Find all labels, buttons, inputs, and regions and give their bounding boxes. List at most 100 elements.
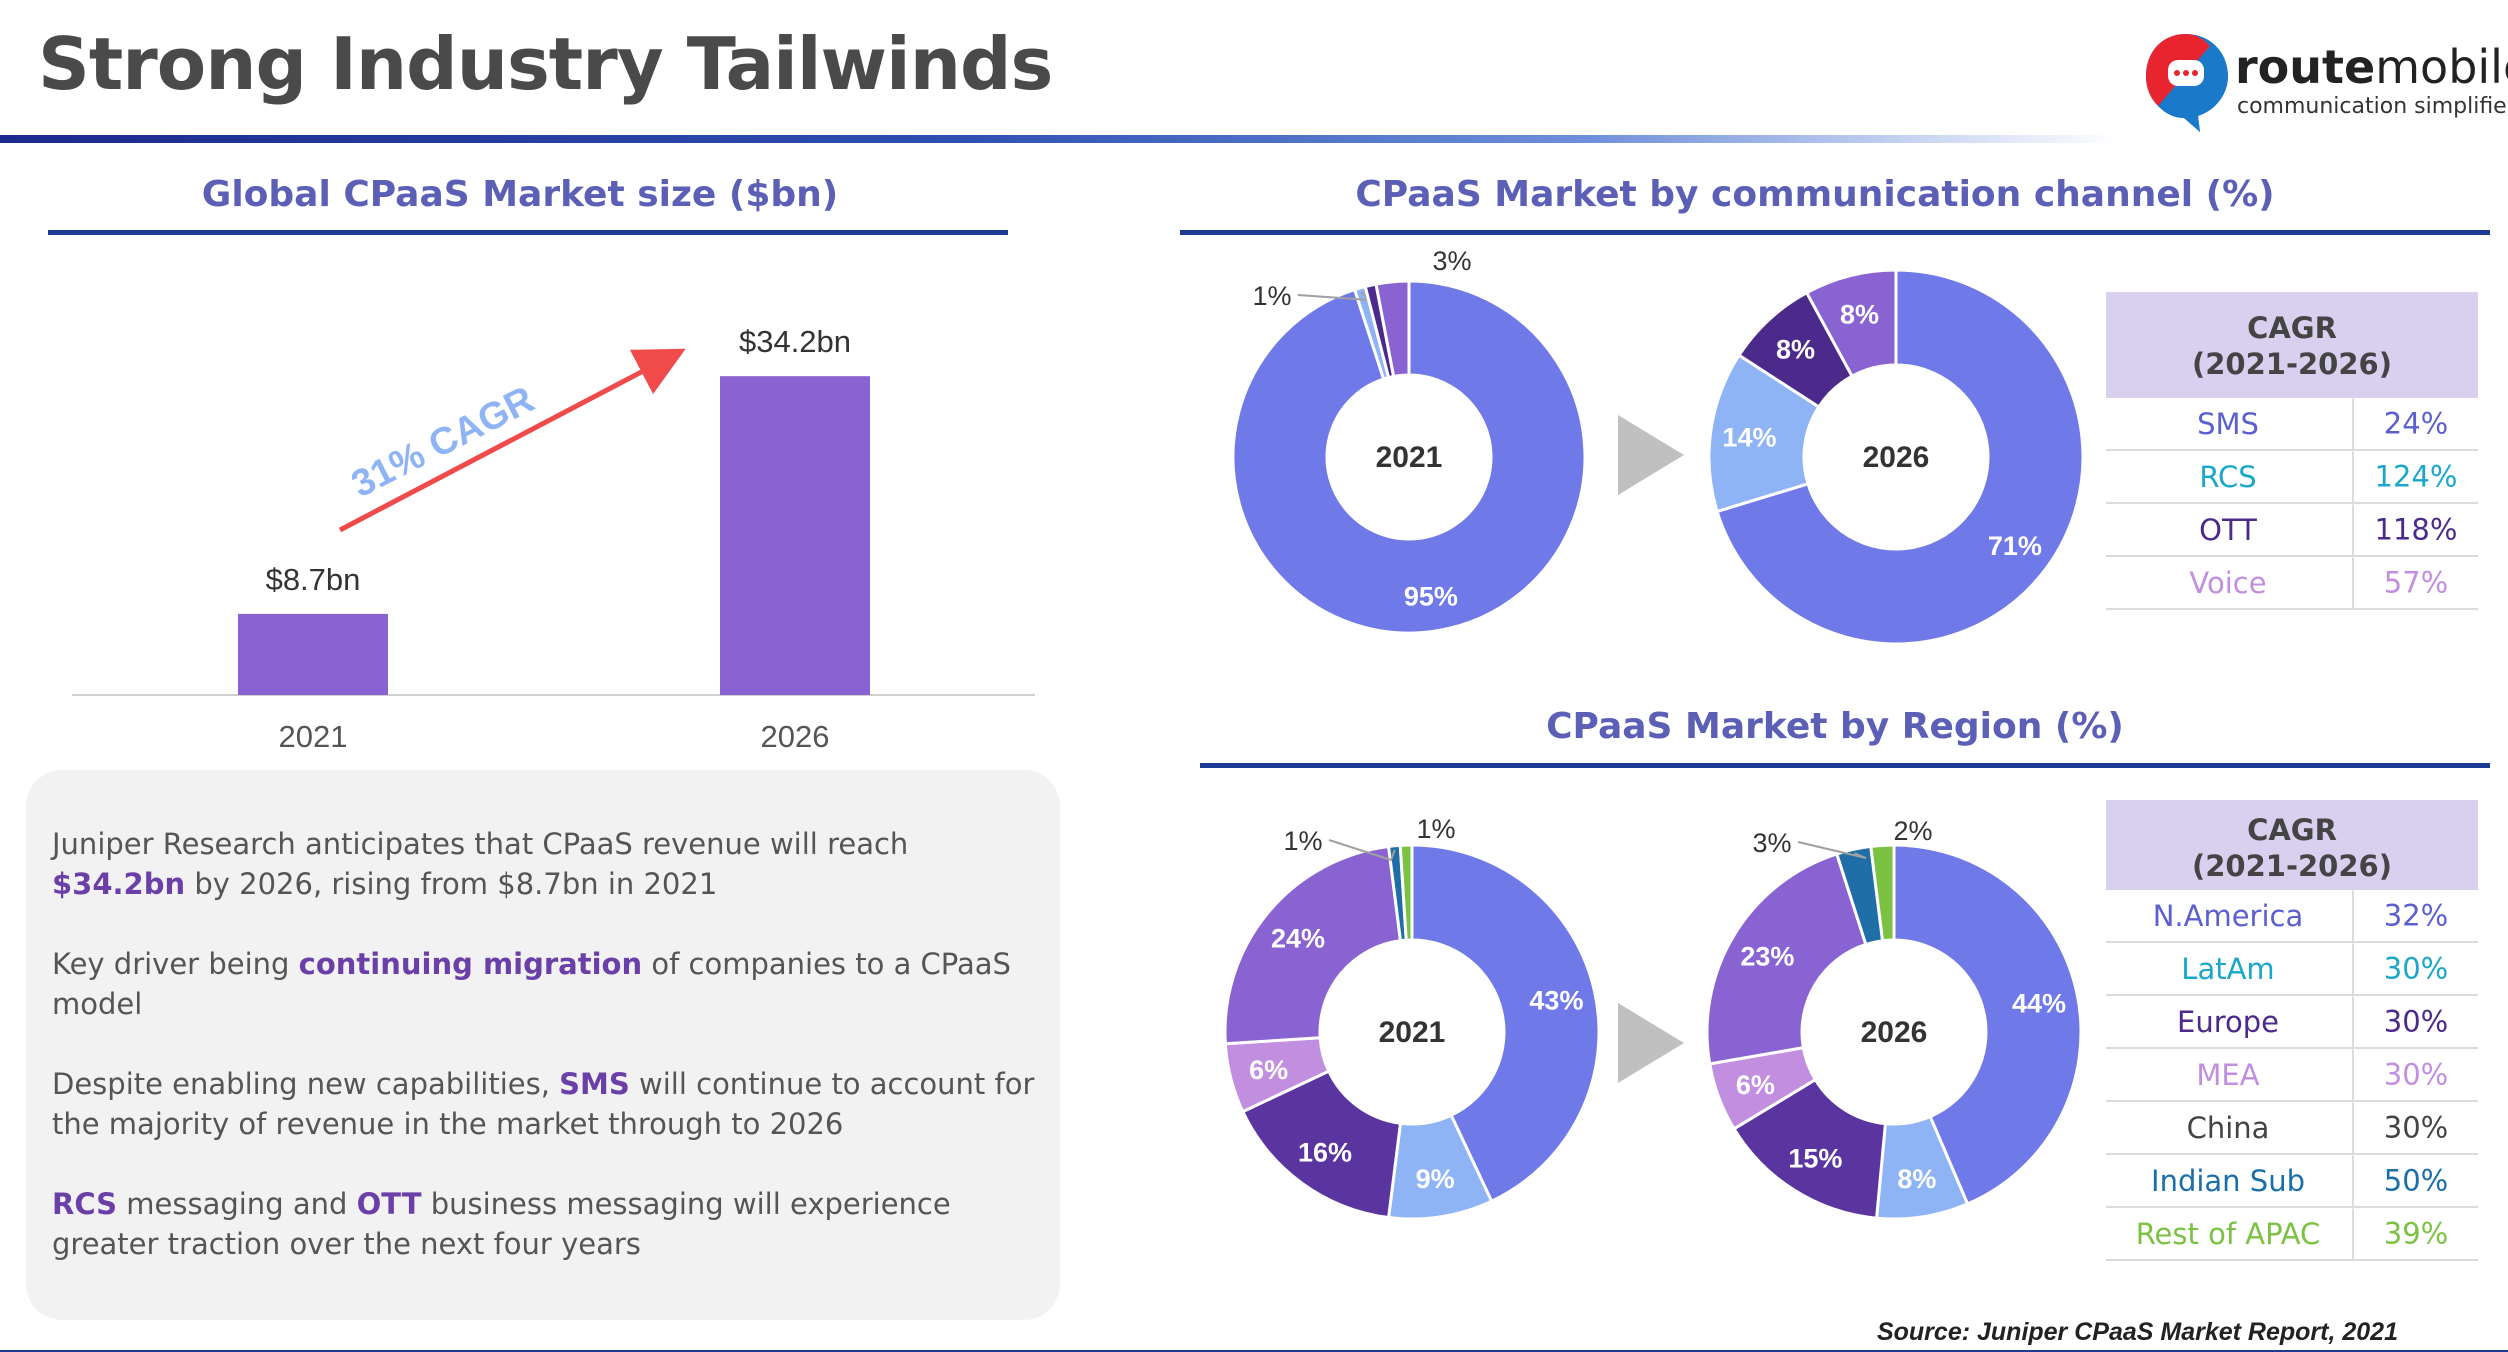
channel-cagr-row: Voice 57% — [2106, 557, 2478, 610]
donut-data-label: 24% — [1271, 924, 1325, 954]
channel-cagr-name: RCS — [2199, 459, 2257, 494]
logo: routemobile communication simplified — [2140, 28, 2508, 138]
donut-data-label: 14% — [1722, 422, 1776, 452]
donut-data-label: 1% — [1283, 826, 1322, 856]
region-cagr-row: N.America 32% — [2106, 890, 2478, 943]
insight-migration: Key driver being continuing migration of… — [52, 947, 1011, 1021]
donut-center-region-2026: 2026 — [1861, 1016, 1928, 1049]
region-cagr-name: Indian Sub — [2151, 1163, 2305, 1198]
donut-slice-region-2021-indian-sub — [1386, 843, 1408, 943]
channel-cagr-row: OTT 118% — [2106, 504, 2478, 557]
region-cagr-name: LatAm — [2181, 951, 2275, 986]
donut-data-label: 1% — [1252, 281, 1291, 311]
donut-data-label: 15% — [1788, 1143, 1842, 1173]
region-cagr-value: 30% — [2352, 943, 2478, 994]
donut-slice-region-2026-europe — [1731, 1077, 1888, 1220]
bar-category-label: 2026 — [761, 719, 830, 754]
donut-slice-region-2021-mea — [1223, 1036, 1331, 1114]
source-note: Source: Juniper CPaaS Market Report, 202… — [1876, 1318, 2398, 1346]
donut-data-label: 95% — [1404, 581, 1458, 611]
insight-sms: Despite enabling new capabilities, SMS w… — [52, 1067, 1035, 1141]
market-size-title: Global CPaaS Market size ($bn) — [201, 174, 839, 215]
donut-slice-channel-2026-rcs — [1707, 353, 1821, 514]
region-cagr-table: CAGR (2021-2026) N.America 32% LatAm 30% Eur… — [2106, 800, 2478, 1261]
region-cagr-row: Europe 30% — [2106, 996, 2478, 1049]
logo-tagline: communication simplified — [2237, 94, 2508, 119]
bar-category-label: 2021 — [279, 719, 348, 754]
donut-slice-channel-2021-sms — [1231, 279, 1587, 635]
channel-cagr-value: 118% — [2352, 504, 2478, 555]
channel-arrow-icon — [1618, 415, 1684, 495]
donut-slice-region-2021-latam — [1386, 1113, 1494, 1221]
donut-data-label: 8% — [1897, 1164, 1936, 1194]
channel-cagr-value: 24% — [2352, 398, 2478, 449]
region-cagr-row: China 30% — [2106, 1102, 2478, 1155]
logo-wordmark: routemobile — [2235, 40, 2508, 94]
region-cagr-value: 50% — [2352, 1155, 2478, 1206]
donut-slice-region-2021-n-america — [1410, 843, 1601, 1204]
region-cagr-name: MEA — [2196, 1057, 2260, 1092]
channel-cagr-value: 124% — [2352, 451, 2478, 502]
region-cagr-value: 30% — [2352, 996, 2478, 1047]
region-cagr-name: Europe — [2177, 1004, 2279, 1039]
donut-data-label: 3% — [1432, 246, 1471, 276]
bar-value-label: $34.2bn — [739, 324, 851, 359]
donut-data-label: 6% — [1736, 1070, 1775, 1100]
channel-cagr-row: SMS 24% — [2106, 398, 2478, 451]
region-cagr-value: 30% — [2352, 1049, 2478, 1100]
donut-slice-channel-2026-sms — [1715, 268, 2085, 646]
region-rule — [1200, 763, 2490, 768]
donut-center-channel-2021: 2021 — [1376, 441, 1443, 474]
leader-line — [1328, 839, 1396, 862]
donut-slice-channel-2021-voice — [1374, 279, 1411, 379]
region-cagr-name: N.America — [2152, 898, 2304, 933]
donut-slice-channel-2021-ott — [1363, 282, 1396, 380]
channel-cagr-table: CAGR (2021-2026) SMS 24% RCS 124% OTT 118% Voi… — [2106, 292, 2478, 610]
bar-2026 — [720, 376, 870, 695]
donut-slice-region-2026-china — [1705, 852, 1868, 1066]
donut-slice-region-2026-n-america — [1892, 843, 2083, 1206]
donut-data-label: 71% — [1988, 531, 2042, 561]
leader-line — [1797, 841, 1867, 859]
bar-2021 — [238, 613, 388, 695]
route-mobile-logo-icon — [2146, 34, 2228, 132]
donut-slice-region-2026-latam — [1874, 1114, 1970, 1221]
donut-slice-region-2026-rest-of-apac — [1869, 843, 1896, 943]
region-title: CPaaS Market by Region (%) — [1546, 706, 2124, 747]
donut-data-label: 8% — [1776, 334, 1815, 364]
donut-slice-channel-2026-ott — [1737, 290, 1855, 410]
donut-slice-channel-2026-voice — [1804, 268, 1898, 379]
region-arrow-icon — [1618, 1003, 1684, 1083]
region-cagr-value: 39% — [2352, 1208, 2478, 1259]
leader-line — [1297, 291, 1373, 302]
market-size-rule — [48, 230, 1008, 235]
donut-data-label: 8% — [1840, 300, 1879, 330]
region-cagr-row: LatAm 30% — [2106, 943, 2478, 996]
donut-data-label: 6% — [1249, 1055, 1288, 1085]
region-cagr-value: 32% — [2352, 890, 2478, 941]
donut-center-channel-2026: 2026 — [1863, 441, 1930, 474]
donut-slice-region-2021-rest-of-apac — [1398, 843, 1414, 942]
region-cagr-value: 30% — [2352, 1102, 2478, 1153]
region-cagr-row: Indian Sub 50% — [2106, 1155, 2478, 1208]
region-cagr-row: MEA 30% — [2106, 1049, 2478, 1102]
donut-data-label: 1% — [1416, 814, 1455, 844]
region-cagr-row: Rest of APAC 39% — [2106, 1208, 2478, 1261]
donut-slice-region-2026-indian-sub — [1834, 844, 1885, 947]
donut-data-label: 44% — [2012, 988, 2066, 1018]
channel-cagr-name: Voice — [2189, 565, 2267, 600]
donut-data-label: 2% — [1893, 816, 1932, 846]
channel-cagr-name: OTT — [2199, 512, 2257, 547]
donut-data-label: 3% — [1752, 828, 1791, 858]
region-cagr-name: China — [2186, 1110, 2270, 1145]
channel-cagr-row: RCS 124% — [2106, 451, 2478, 504]
bottom-rule — [0, 1350, 2508, 1352]
donut-slice-region-2026-mea — [1707, 1045, 1818, 1131]
donut-data-label: 16% — [1298, 1138, 1352, 1168]
bar-value-label: $8.7bn — [266, 562, 361, 597]
region-cagr-name: Rest of APAC — [2135, 1216, 2321, 1251]
channel-cagr-name: SMS — [2197, 406, 2259, 441]
title-rule — [0, 135, 2120, 143]
channel-cagr-value: 57% — [2352, 557, 2478, 608]
